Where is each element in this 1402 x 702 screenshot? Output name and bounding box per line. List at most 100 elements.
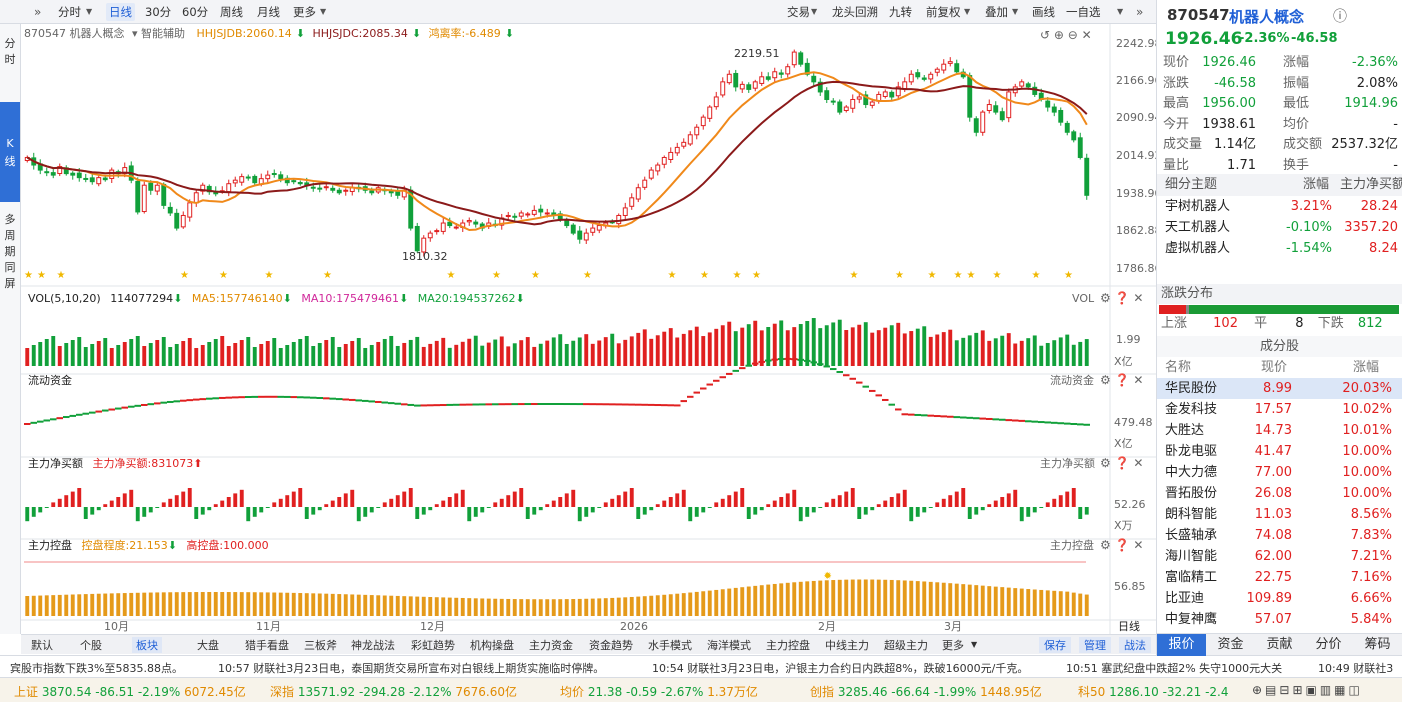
overlay-button[interactable]: 叠加 <box>985 5 1008 19</box>
constituent-row[interactable]: 大胜达 14.73 10.01% <box>1157 420 1402 441</box>
panel-settings-icons[interactable]: ⚙ ❓ ✕ <box>1100 456 1144 470</box>
nine-turn-button[interactable]: 九转 <box>889 5 912 19</box>
dropdown-icon[interactable]: ▼ <box>86 7 93 16</box>
news-item[interactable]: 10:51 塞武纪盘中跌超2% 失守1000元大关 <box>1066 660 1282 676</box>
control-bar <box>350 594 355 616</box>
dropdown-icon[interactable]: ▼ <box>971 640 978 649</box>
period-more[interactable]: 更多 <box>293 5 316 19</box>
strategy-button[interactable]: 战法 <box>1119 637 1151 653</box>
tab-contribution[interactable]: 贡献 <box>1266 637 1293 652</box>
period-minute[interactable]: 分时 <box>58 5 81 19</box>
chart-tools[interactable]: ↺ ⊕ ⊖ ✕ <box>1040 28 1092 42</box>
kline-chart[interactable]: ★ ★ ★ ★ ★ ★ ★ ★ ★ ★ ★ ★ ★ ★ ★ ★ ★ ★ ★ ★ ★ ★ ★ ✹ <box>0 24 1156 634</box>
tab-rainbow[interactable]: 彩虹趋势 <box>411 639 455 652</box>
constituent-row[interactable]: 中大力德 77.00 10.00% <box>1157 462 1402 483</box>
candle <box>674 146 680 154</box>
sidebar-same-char[interactable]: 同 <box>4 261 16 274</box>
constituent-row[interactable]: 比亚迪 109.89 6.66% <box>1157 588 1402 609</box>
news-item[interactable]: 10:49 财联社3 <box>1318 660 1393 676</box>
assist-dropdown[interactable]: ▾ 智能辅助 <box>132 27 186 40</box>
dropdown-icon[interactable]: ▼ <box>320 7 327 16</box>
volume-bar <box>753 320 758 366</box>
info-icon[interactable]: ⓘ <box>1333 9 1347 25</box>
candle <box>681 141 687 147</box>
sidebar-kline-button[interactable]: K 线 <box>0 102 20 202</box>
collapse-left-icon[interactable]: » <box>34 5 42 19</box>
period-60min[interactable]: 60分 <box>182 5 209 19</box>
sidebar-minute-char2[interactable]: 时 <box>4 53 16 66</box>
period-month[interactable]: 月线 <box>257 5 280 19</box>
tab-quote[interactable]: 报价 <box>1157 634 1206 656</box>
tab-ocean[interactable]: 海洋模式 <box>707 639 751 652</box>
tab-main-control[interactable]: 主力控盘 <box>766 639 810 652</box>
theme-row[interactable]: 天工机器人 -0.10% 3357.20 <box>1157 217 1402 238</box>
constituent-name: 华民股份 <box>1165 381 1218 396</box>
tab-three-axes[interactable]: 三板斧 <box>304 639 337 652</box>
news-item[interactable]: 10:54 财联社3月23日电，沪银主力合约日内跌超8%，跌破16000元/千克… <box>652 660 1028 676</box>
period-30min[interactable]: 30分 <box>145 5 172 19</box>
tab-fund-trend[interactable]: 资金趋势 <box>589 639 633 652</box>
sidebar-week-char[interactable]: 周 <box>4 229 16 242</box>
tab-default[interactable]: 默认 <box>31 639 53 652</box>
tab-fund[interactable]: 资金 <box>1217 637 1244 652</box>
tab-chips[interactable]: 筹码 <box>1364 637 1391 652</box>
control-bar <box>31 595 36 616</box>
sidebar-minute-char[interactable]: 分 <box>4 37 16 50</box>
period-day[interactable]: 日线 <box>106 3 135 21</box>
tab-sailor[interactable]: 水手模式 <box>648 639 692 652</box>
news-item[interactable]: 10:57 财联社3月23日电，泰国期货交易所宣布对白银线上期货实施临时停牌。 <box>218 660 604 676</box>
tab-more[interactable]: 更多 <box>942 639 964 652</box>
tab-market[interactable]: 大盘 <box>197 639 219 652</box>
dropdown-icon[interactable]: ▼ <box>964 7 971 16</box>
index-cy[interactable]: 创指 3285.46 -66.64 -1.99% 1448.95亿 <box>810 685 1042 699</box>
constituent-row[interactable]: 海川智能 62.00 7.21% <box>1157 546 1402 567</box>
candle <box>265 174 271 180</box>
sidebar-screen-char[interactable]: 屏 <box>4 277 16 290</box>
constituent-row[interactable]: 晋拓股份 26.08 10.00% <box>1157 483 1402 504</box>
tab-main-fund[interactable]: 主力资金 <box>529 639 573 652</box>
dropdown-icon[interactable]: ▼ <box>811 7 818 16</box>
panel-settings-icons[interactable]: ⚙ ❓ ✕ <box>1100 291 1144 305</box>
tab-super[interactable]: 超级主力 <box>884 639 928 652</box>
constituent-row[interactable]: 卧龙电驱 41.47 10.00% <box>1157 441 1402 462</box>
collapse-right-icon[interactable]: » <box>1136 5 1144 19</box>
panel-settings-icons[interactable]: ⚙ ❓ ✕ <box>1100 373 1144 387</box>
draw-line-button[interactable]: 画线 <box>1032 5 1055 19</box>
leader-review-button[interactable]: 龙头回溯 <box>832 5 878 19</box>
panel-settings-icons[interactable]: ⚙ ❓ ✕ <box>1100 538 1144 552</box>
tab-institution[interactable]: 机构操盘 <box>470 639 514 652</box>
tab-sector[interactable]: 板块 <box>132 637 162 653</box>
theme-row[interactable]: 虚拟机器人 -1.54% 8.24 <box>1157 238 1402 259</box>
save-button[interactable]: 保存 <box>1039 637 1071 653</box>
forward-adjust-button[interactable]: 前复权 <box>926 5 961 19</box>
index-kc50[interactable]: 科50 1286.10 -32.21 -2.4 <box>1078 685 1229 699</box>
index-avg[interactable]: 均价 21.38 -0.59 -2.67% 1.37万亿 <box>560 685 758 699</box>
chart-info-line: 870547 机器人概念 ▾ 智能辅助 HHJSJDB:2060.14 ⬇ HHJ… <box>24 26 518 42</box>
tab-stock[interactable]: 个股 <box>80 639 102 652</box>
constituent-row[interactable]: 金发科技 17.57 10.02% <box>1157 399 1402 420</box>
constituent-row[interactable]: 朗科智能 11.03 8.56% <box>1157 504 1402 525</box>
manage-button[interactable]: 管理 <box>1079 637 1111 653</box>
tab-dragon[interactable]: 神龙战法 <box>351 639 395 652</box>
dropdown-icon[interactable]: ▼ <box>1012 7 1019 16</box>
constituent-row[interactable]: 富临精工 22.75 7.16% <box>1157 567 1402 588</box>
news-item[interactable]: 宾股市指数下跌3%至5835.88点。 <box>10 660 183 676</box>
theme-row[interactable]: 宇树机器人 3.21% 28.24 <box>1157 196 1402 217</box>
trade-button[interactable]: 交易 <box>787 5 810 19</box>
sidebar-period-char[interactable]: 期 <box>4 245 16 258</box>
index-sz[interactable]: 深指 13571.92 -294.28 -2.12% 7676.60亿 <box>270 685 517 699</box>
watchlist-button[interactable]: 一自选 <box>1066 5 1101 19</box>
tab-price-dist[interactable]: 分价 <box>1315 637 1342 652</box>
tab-hunter[interactable]: 猎手看盘 <box>245 639 289 652</box>
constituent-row[interactable]: 长盛轴承 74.08 7.83% <box>1157 525 1402 546</box>
constituent-row[interactable]: 中复神鹰 57.07 5.84% <box>1157 609 1402 630</box>
net-buy-bar <box>109 500 114 507</box>
period-week[interactable]: 周线 <box>220 5 243 19</box>
constituent-row[interactable]: 华民股份 8.99 20.03% <box>1157 378 1402 399</box>
bottom-tool-icons[interactable]: ⊕▤⊟⊞▣▥▦◫ <box>1252 683 1363 697</box>
sidebar-multi-char[interactable]: 多 <box>4 213 16 226</box>
index-sh[interactable]: 上证 3870.54 -86.51 -2.19% 6072.45亿 <box>14 685 246 699</box>
tab-midline[interactable]: 中线主力 <box>825 639 869 652</box>
dropdown-icon[interactable]: ▼ <box>1117 7 1124 16</box>
volume-bar <box>493 339 498 366</box>
